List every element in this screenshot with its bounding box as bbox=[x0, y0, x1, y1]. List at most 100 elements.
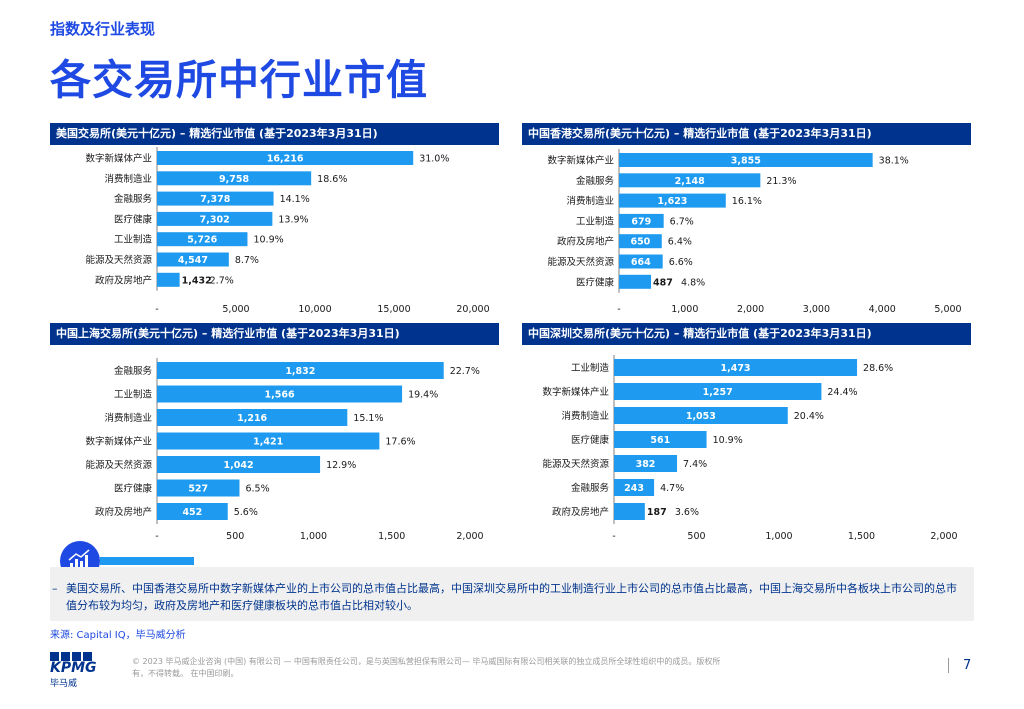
x-tick-label: - bbox=[155, 304, 158, 315]
category-label: 数字新媒体产业 bbox=[547, 155, 614, 167]
value-label: 1,432 bbox=[182, 275, 212, 286]
value-label: 527 bbox=[188, 484, 208, 495]
bar bbox=[614, 359, 858, 376]
value-label: 243 bbox=[624, 483, 644, 494]
percent-label: 16.1% bbox=[732, 196, 762, 207]
value-label: 187 bbox=[647, 507, 667, 518]
bar bbox=[157, 432, 380, 450]
value-label: 1,623 bbox=[657, 196, 687, 207]
percent-label: 10.9% bbox=[253, 235, 283, 246]
category-label: 消费制造业 bbox=[104, 173, 152, 185]
value-label: 1,566 bbox=[265, 390, 295, 401]
x-tick-label: 2,000 bbox=[930, 531, 957, 542]
category-label: 能源及天然资源 bbox=[85, 459, 152, 471]
bar bbox=[614, 503, 645, 520]
bar bbox=[619, 234, 662, 249]
percent-label: 4.8% bbox=[681, 277, 705, 288]
category-label: 金融服务 bbox=[576, 175, 615, 187]
bullet-dash: – bbox=[52, 582, 58, 595]
percent-label: 7.4% bbox=[683, 459, 707, 470]
bar bbox=[157, 151, 414, 165]
bar bbox=[157, 362, 444, 379]
percent-label: 22.7% bbox=[450, 366, 480, 377]
percent-label: 20.4% bbox=[794, 411, 824, 422]
insight-accent-bar bbox=[100, 557, 194, 565]
percent-label: 31.0% bbox=[419, 154, 449, 165]
value-label: 1,473 bbox=[720, 363, 750, 374]
x-tick-label: 5,000 bbox=[934, 304, 961, 315]
category-label: 金融服务 bbox=[571, 482, 610, 494]
category-label: 消费制造业 bbox=[561, 410, 609, 422]
x-tick-label: 1,500 bbox=[848, 531, 875, 542]
x-tick-label: 3,000 bbox=[803, 304, 830, 315]
bar bbox=[619, 274, 652, 289]
logo-text: KPMG bbox=[50, 660, 97, 676]
percent-label: 14.1% bbox=[280, 194, 310, 205]
bar bbox=[157, 191, 274, 206]
bar bbox=[157, 171, 312, 186]
percent-label: 6.4% bbox=[668, 237, 692, 248]
copyright-text: © 2023 毕马威企业咨询 (中国) 有限公司 — 中国有限责任公司，是与英国… bbox=[132, 657, 721, 678]
logo-subtitle: 毕马威 bbox=[50, 679, 78, 689]
bar bbox=[614, 407, 788, 424]
logo-boxes bbox=[50, 652, 97, 661]
category-label: 能源及天然资源 bbox=[542, 458, 609, 470]
category-label: 能源及天然资源 bbox=[547, 256, 614, 268]
chart-panel-sz: 中国深圳交易所(美元十亿元) – 精选行业市值 (基于2023年3月31日) 工… bbox=[522, 323, 971, 542]
value-label: 382 bbox=[636, 459, 656, 470]
category-label: 医疗健康 bbox=[576, 276, 615, 288]
percent-label: 18.6% bbox=[317, 174, 347, 185]
x-tick-label: - bbox=[612, 531, 615, 542]
bar bbox=[157, 272, 180, 287]
bar bbox=[614, 383, 822, 400]
value-label: 7,378 bbox=[200, 194, 230, 205]
percent-label: 4.7% bbox=[660, 483, 684, 494]
value-label: 561 bbox=[650, 435, 670, 446]
percent-label: 15.1% bbox=[353, 413, 383, 424]
kpmg-logo: KPMG 毕马威 bbox=[50, 652, 97, 689]
category-label: 医疗健康 bbox=[114, 483, 153, 495]
value-label: 1,421 bbox=[253, 437, 283, 448]
percent-label: 12.9% bbox=[326, 460, 356, 471]
x-tick-label: 1,000 bbox=[671, 304, 698, 315]
category-label: 工业制造 bbox=[571, 362, 610, 374]
percent-label: 28.6% bbox=[863, 363, 893, 374]
category-label: 政府及房地产 bbox=[95, 274, 152, 286]
x-tick-label: 4,000 bbox=[869, 304, 896, 315]
value-label: 7,302 bbox=[200, 214, 230, 225]
x-tick-label: 10,000 bbox=[298, 304, 331, 315]
chart-panel-us: 美国交易所(美元十亿元) – 精选行业市值 (基于2023年3月31日) 数字新… bbox=[50, 123, 499, 318]
percent-label: 13.9% bbox=[278, 214, 308, 225]
bar bbox=[619, 173, 761, 188]
value-label: 487 bbox=[653, 277, 673, 288]
value-label: 1,216 bbox=[237, 413, 267, 424]
percent-label: 2.7% bbox=[210, 275, 234, 286]
bar bbox=[614, 455, 678, 472]
value-label: 1,257 bbox=[703, 387, 733, 398]
category-label: 政府及房地产 bbox=[557, 236, 614, 248]
insight-box bbox=[50, 567, 974, 621]
bar bbox=[614, 479, 655, 496]
category-label: 工业制造 bbox=[114, 234, 153, 246]
x-tick-label: 1,000 bbox=[765, 531, 792, 542]
category-label: 医疗健康 bbox=[571, 434, 610, 446]
category-label: 数字新媒体产业 bbox=[542, 386, 609, 398]
bar-chart-hk: 数字新媒体产业 3,855 38.1% 金融服务 2,148 21.3% 消费制造业 1,62… bbox=[547, 149, 962, 315]
bar bbox=[157, 385, 403, 403]
percent-label: 6.7% bbox=[670, 216, 694, 227]
category-label: 工业制造 bbox=[576, 215, 615, 227]
bar bbox=[157, 232, 248, 247]
bar bbox=[157, 252, 229, 267]
bar bbox=[614, 431, 707, 448]
value-label: 5,726 bbox=[187, 235, 217, 246]
chart-panel-hk: 中国香港交易所(美元十亿元) – 精选行业市值 (基于2023年3月31日) 数… bbox=[522, 123, 971, 318]
category-label: 政府及房地产 bbox=[552, 506, 609, 518]
percent-label: 6.6% bbox=[669, 257, 693, 268]
page-title: 各交易所中行业市值 bbox=[50, 56, 428, 104]
value-label: 4,547 bbox=[178, 255, 208, 266]
percent-label: 21.3% bbox=[766, 176, 796, 187]
value-label: 679 bbox=[631, 216, 651, 227]
x-tick-label: 20,000 bbox=[456, 304, 489, 315]
bar bbox=[619, 213, 664, 228]
x-tick-label: 500 bbox=[226, 531, 244, 542]
